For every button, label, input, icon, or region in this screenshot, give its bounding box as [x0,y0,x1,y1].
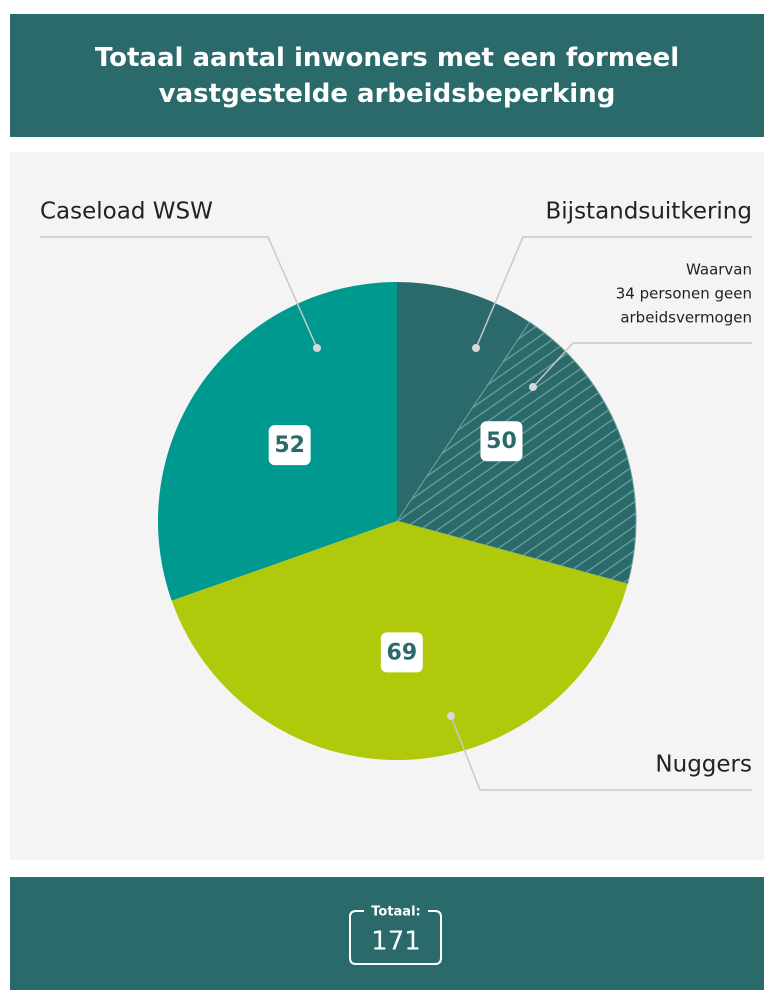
leader-dot [313,344,321,352]
value-label-box [380,632,423,673]
total-frame [349,910,442,965]
value-label-box [268,425,311,466]
leader-dot [447,712,455,720]
leader-line [532,342,752,388]
total-value: 171 [371,927,421,957]
category-label: Caseload WSW [40,199,213,225]
value-label: 50 [486,429,517,454]
value-label: 52 [274,433,305,458]
annotation: arbeidsvermogen [620,309,752,327]
category-label: Nuggers [655,752,752,778]
value-label-box [480,421,523,462]
leader-line [475,236,752,349]
category-label: Bijstandsuitkering [546,199,752,225]
leader-line [450,715,752,791]
header: Totaal aantal inwoners met een formeel v… [10,14,764,137]
leader-dot [472,344,480,352]
leader-line [40,236,318,349]
footer [10,877,764,990]
total-label: Totaal: [371,905,421,920]
value-label: 69 [387,640,418,665]
chart-title: Totaal aantal inwoners met een formeel v… [94,42,680,109]
leader-dot [529,383,537,391]
annotation: Waarvan [686,261,752,279]
annotation: 34 personen geen [616,285,752,303]
